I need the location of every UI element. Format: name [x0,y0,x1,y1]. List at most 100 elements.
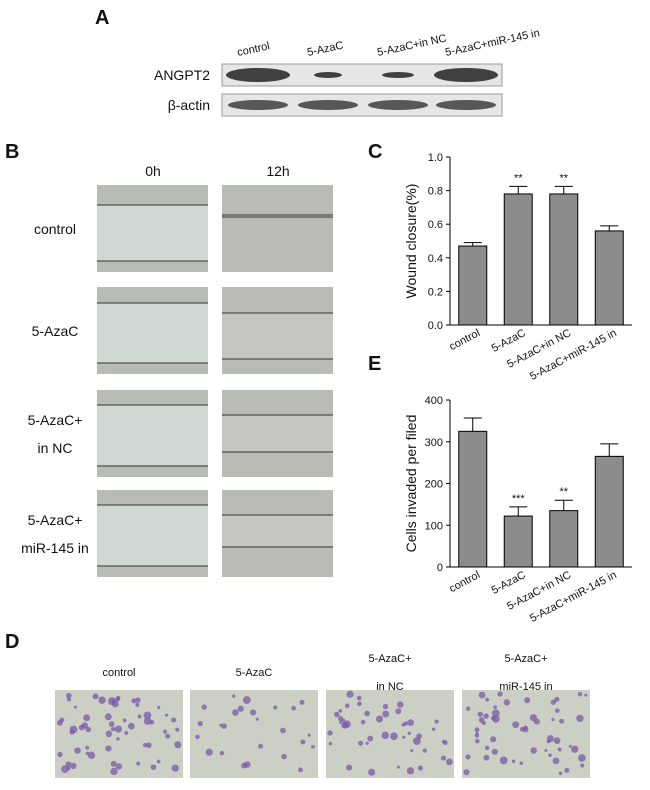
cell [396,765,400,769]
blot-strip [221,93,503,117]
cell [142,742,148,748]
cell [127,722,135,730]
cell [484,745,490,751]
cell [519,726,525,732]
cell [339,720,343,724]
x-tick-label: 5-AzaC+miR-145 in [528,327,619,383]
cell [481,720,486,725]
cell [580,763,585,768]
group-label: 5-AzaC+ [504,653,547,665]
cell [445,758,453,766]
group-label: 5-AzaC+ [368,653,411,665]
cell [512,721,520,729]
cell [364,710,370,717]
group-label: in NC [376,681,404,693]
panel-label: B [5,141,19,163]
panel-label: A [95,7,109,29]
cell [551,718,555,722]
cell [69,729,75,735]
cell-region [97,363,208,374]
cell [407,731,412,736]
y-tick-label: 0.4 [428,253,443,265]
cell [412,737,421,745]
cell-region [97,287,208,303]
cell [491,748,498,755]
cell [519,761,524,766]
cell [258,743,264,749]
cell [143,711,152,720]
band [226,68,290,82]
cell [554,708,560,714]
cell [578,754,586,762]
cell [87,751,96,759]
bar [458,245,488,326]
bar [503,193,533,326]
time-label: 12h [266,163,289,179]
cell [219,723,223,727]
cell [108,721,115,728]
group-label: miR-145 in [21,540,89,556]
lane-label: 5-AzaC+in NC [376,33,448,59]
cell [273,705,278,710]
cell [66,766,71,771]
cell [65,692,72,699]
cell [548,753,552,757]
cell [291,705,296,711]
cell [110,767,118,776]
cell [497,691,503,697]
cell [367,735,374,742]
cell [381,731,389,740]
cell [66,697,71,702]
cell [431,727,436,732]
y-tick-label: 100 [425,520,443,532]
bar [503,515,533,568]
y-tick-label: 200 [425,479,443,491]
micrographs [55,185,590,778]
cell [249,709,257,716]
cell [232,709,239,716]
cell [115,763,123,770]
cell [156,759,161,764]
cell [310,744,315,749]
cell [402,735,406,739]
cell [344,703,350,709]
cell [165,733,171,739]
cell [115,696,120,702]
x-tick-label: control [447,569,482,595]
cell [327,730,333,736]
cell-region [97,490,208,505]
cell-region [97,466,208,477]
cell [110,760,117,767]
micrograph [190,690,318,778]
band [228,100,288,110]
cell [485,697,490,702]
cell [334,711,340,718]
cell [564,767,570,773]
group-label: control [34,221,76,237]
cell [299,699,305,705]
band [436,100,496,110]
cell [557,747,562,752]
cell [360,719,366,725]
cell [558,771,563,776]
bar [594,455,624,568]
group-label: miR-145 in [499,681,552,693]
cell [503,699,511,706]
significance: ** [559,172,568,184]
cell [382,703,389,710]
cell [356,695,362,701]
cell-region [222,390,333,415]
cell [474,727,480,733]
panel-label: E [368,353,381,375]
cell-region [97,261,208,272]
cell [219,750,225,756]
cell [396,701,404,708]
cell [171,717,177,723]
y-tick-label: 0 [437,562,443,574]
cell [83,714,91,722]
y-tick-label: 400 [425,395,443,407]
cell [511,759,516,764]
y-tick-label: 1.0 [428,152,443,164]
cell [546,739,551,744]
